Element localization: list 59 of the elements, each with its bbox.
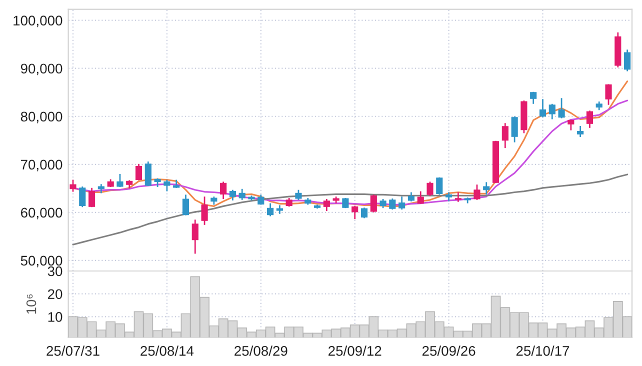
x-tick-label: 25/09/12 [328, 346, 382, 356]
x-tick-label: 25/07/31 [46, 346, 100, 356]
candlestick [398, 196, 406, 210]
candlestick [98, 183, 104, 194]
line-series [72, 174, 628, 246]
candlestick [220, 180, 227, 200]
candlestick [144, 160, 152, 187]
candlestick [558, 97, 565, 119]
candlestick [568, 119, 574, 131]
y-tick-label: 30 [48, 266, 62, 276]
candlestick [238, 188, 246, 201]
y-tick-label: 50,000 [20, 256, 62, 268]
y-axis-title: 10⁶ [26, 294, 36, 314]
candlestick [201, 196, 208, 226]
x-tick-label: 25/09/26 [422, 346, 476, 356]
candlestick [474, 184, 480, 201]
x-tick-label: 25/08/29 [234, 346, 288, 356]
candlestick [548, 103, 556, 120]
candlestick [352, 205, 358, 220]
candlestick [530, 91, 537, 105]
candlestick [483, 181, 490, 196]
candlestick [192, 218, 198, 254]
candlestick [389, 198, 396, 210]
candlestick [88, 187, 96, 208]
candlestick [426, 180, 434, 197]
y-tick-label: 10 [48, 312, 62, 322]
y-tick-label: 60,000 [20, 208, 62, 220]
candlestick [454, 192, 462, 203]
candlestick [380, 198, 386, 209]
candlestick [624, 48, 631, 72]
candlestick [605, 84, 612, 106]
candlestick [511, 116, 518, 144]
candlestick [164, 179, 170, 192]
candlestick [323, 198, 330, 212]
candlestick [267, 202, 274, 217]
candlestick [417, 190, 424, 204]
y-tick-label: 90,000 [20, 64, 62, 76]
y-tick-label: 70,000 [20, 160, 62, 172]
candlestick [436, 176, 443, 196]
candlestick [135, 163, 142, 181]
y-tick-label: 20 [48, 289, 62, 300]
y-tick-label: 100,000 [14, 16, 62, 28]
candlestick [295, 189, 302, 201]
candlestick [70, 179, 76, 192]
candlestick [586, 110, 594, 129]
candlestick [79, 186, 86, 208]
x-tick-label: 25/10/17 [516, 346, 570, 356]
candlestick [539, 98, 546, 118]
y-tick-label: 80,000 [20, 112, 62, 124]
candlestick [229, 189, 236, 202]
candlestick [116, 173, 124, 188]
x-tick-label: 25/08/14 [140, 346, 194, 356]
candlestick [446, 192, 452, 202]
candlestick [360, 206, 368, 219]
candlestick [370, 194, 377, 214]
candlestick [182, 194, 190, 216]
candlestick [408, 192, 415, 202]
candlestick [577, 125, 584, 138]
candlestick [502, 122, 508, 149]
